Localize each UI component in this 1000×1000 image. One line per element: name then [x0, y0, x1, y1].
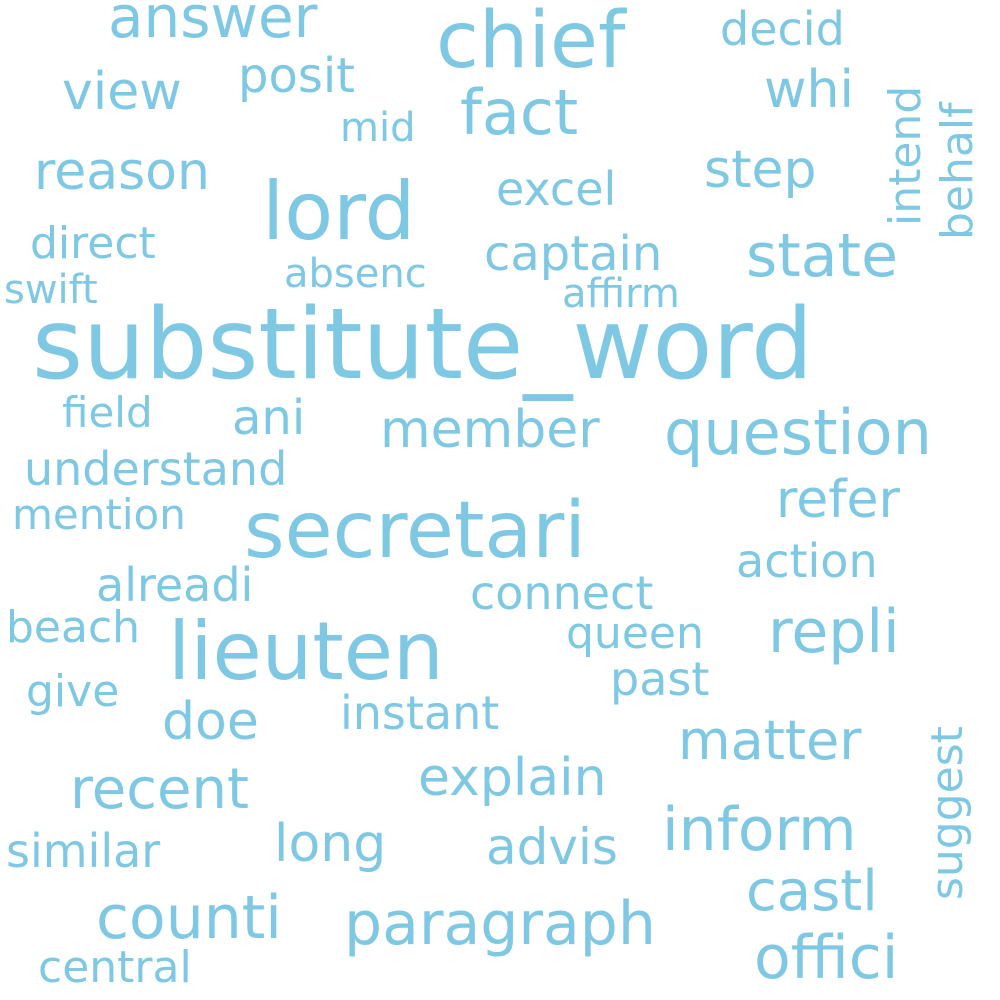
word-field: field — [62, 388, 153, 437]
word-action: action — [736, 534, 878, 588]
word-lord: lord — [262, 165, 416, 258]
word-instant: instant — [340, 686, 500, 740]
word-inform: inform — [662, 795, 857, 865]
word-whi: whi — [764, 60, 854, 120]
word-advis: advis — [486, 818, 618, 876]
word-alreadi: alreadi — [96, 558, 254, 612]
word-intend: intend — [880, 85, 931, 226]
word-explain: explain — [418, 748, 607, 808]
word-similar: similar — [6, 824, 161, 878]
word-castl: castl — [746, 859, 878, 924]
word-past: past — [610, 652, 710, 706]
word-fact: fact — [460, 76, 579, 149]
word-refer: refer — [776, 470, 900, 530]
word-question: question — [664, 396, 932, 469]
word-beach: beach — [6, 602, 141, 653]
word-connect: connect — [470, 566, 654, 620]
word-paragraph: paragraph — [344, 889, 656, 959]
word-decid: decid — [720, 2, 845, 56]
word-counti: counti — [96, 883, 282, 953]
word-step: step — [704, 140, 817, 200]
word-substitute-word: substitute_word — [32, 288, 814, 402]
word-mid: mid — [340, 105, 416, 151]
word-answer: answer — [108, 0, 318, 51]
word-posit: posit — [238, 48, 355, 104]
word-captain: captain — [484, 226, 663, 282]
word-central: central — [38, 942, 192, 993]
word-reason: reason — [34, 142, 210, 202]
word-member: member — [380, 400, 600, 460]
word-lieuten: lieuten — [168, 605, 444, 698]
word-excel: excel — [496, 162, 617, 216]
word-doe: doe — [162, 692, 259, 752]
word-view: view — [62, 62, 182, 122]
word-ani: ani — [232, 390, 306, 446]
word-swift: swift — [4, 267, 98, 313]
word-recent: recent — [70, 757, 249, 822]
word-give: give — [26, 666, 120, 717]
word-secretari: secretari — [244, 486, 586, 576]
word-behalf: behalf — [932, 102, 983, 240]
word-direct: direct — [30, 218, 156, 269]
word-offici: offici — [754, 923, 899, 993]
word-understand: understand — [24, 442, 288, 496]
word-long: long — [274, 814, 387, 874]
word-affirm: affirm — [562, 271, 680, 317]
word-suggest: suggest — [922, 726, 973, 900]
word-repli: repli — [768, 597, 900, 667]
word-queen: queen — [566, 608, 704, 659]
word-absenc: absenc — [284, 251, 427, 297]
word-mention: mention — [12, 490, 186, 539]
word-state: state — [746, 221, 898, 291]
word-matter: matter — [678, 709, 862, 772]
word-chief: chief — [436, 0, 626, 86]
